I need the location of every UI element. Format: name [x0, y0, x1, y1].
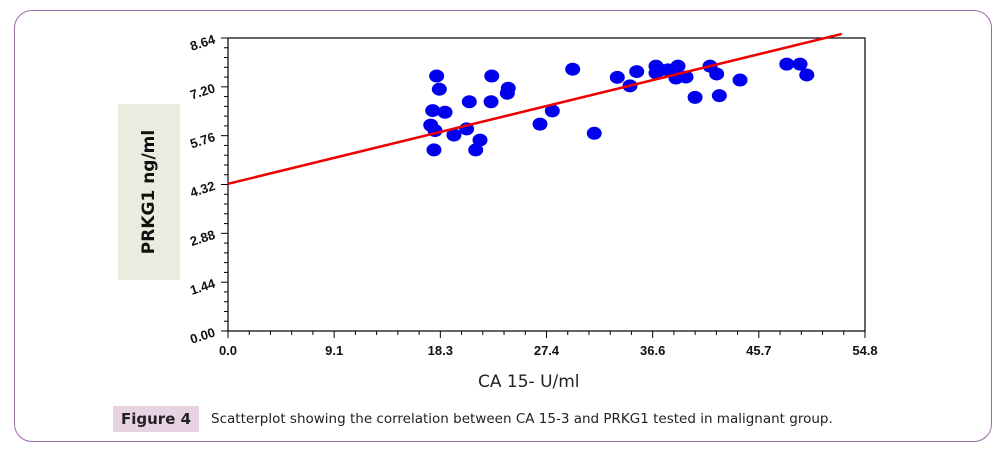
- y-tick-label: 4.32: [188, 178, 217, 200]
- y-tick-label: 0.00: [188, 325, 217, 347]
- data-point: [472, 133, 488, 147]
- figure-frame: [14, 10, 992, 442]
- x-tick-label: 27.4: [534, 343, 560, 358]
- x-axis-label: CA 15- U/ml: [478, 372, 580, 392]
- data-point: [711, 89, 727, 103]
- data-point: [609, 70, 625, 84]
- data-point: [648, 66, 664, 80]
- data-point: [779, 57, 795, 71]
- data-point: [732, 73, 748, 87]
- data-point: [425, 104, 441, 118]
- x-tick-label: 18.3: [428, 343, 453, 358]
- data-point: [565, 62, 581, 76]
- data-point: [544, 104, 560, 118]
- plot-area: [227, 37, 866, 332]
- x-tick-label: 45.7: [746, 343, 771, 358]
- data-point: [431, 82, 447, 96]
- y-tick-label: 2.88: [188, 227, 217, 249]
- y-axis-label-background: [118, 104, 180, 280]
- y-tick-label: 1.44: [188, 276, 217, 298]
- data-point: [709, 67, 725, 81]
- data-point: [687, 90, 703, 104]
- data-point: [446, 128, 462, 142]
- regression-line: [227, 32, 843, 186]
- data-point: [426, 143, 442, 157]
- figure-number-badge: Figure 4: [113, 406, 200, 432]
- data-point: [461, 95, 477, 109]
- data-point: [799, 68, 815, 82]
- x-tick-label: 36.6: [640, 343, 665, 358]
- data-point: [484, 69, 500, 83]
- data-point: [670, 59, 686, 73]
- regression-line-group: [227, 32, 843, 186]
- data-point: [586, 126, 602, 140]
- data-point: [483, 95, 499, 109]
- data-point: [532, 117, 548, 131]
- data-point: [429, 69, 445, 83]
- x-tick-label: 9.1: [325, 343, 343, 358]
- caption-text: Scatterplot showing the correlation betw…: [211, 411, 833, 427]
- data-point: [629, 65, 645, 79]
- data-point: [499, 86, 515, 100]
- x-tick-label: 0.0: [219, 343, 237, 358]
- data-point: [437, 105, 453, 119]
- y-tick-label: 7.20: [188, 80, 217, 102]
- x-tick-label: 54.8: [852, 343, 877, 358]
- y-tick-label: 8.64: [188, 31, 217, 53]
- y-tick-label: 5.76: [188, 129, 217, 151]
- axes: [227, 37, 866, 332]
- data-point: [468, 143, 484, 157]
- data-point: [792, 57, 808, 71]
- figure-caption: Figure 4 Scatterplot showing the correla…: [113, 406, 833, 432]
